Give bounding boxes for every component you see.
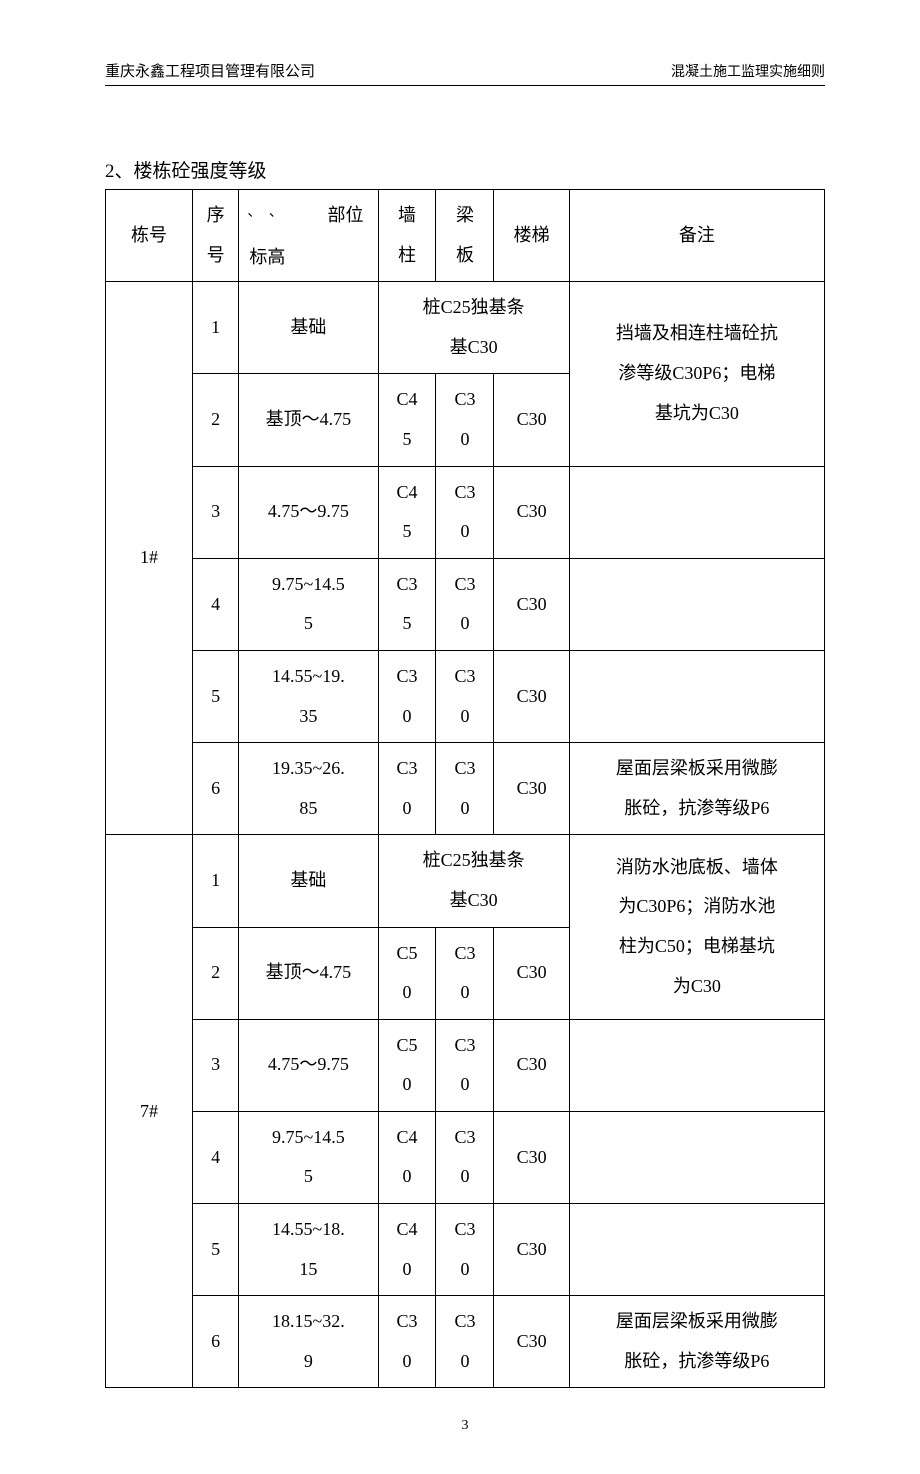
cell-part: 9.75~14.55 (239, 558, 378, 650)
cell-stair: C30 (494, 1019, 569, 1111)
cell-seq: 3 (192, 466, 238, 558)
cell-stair: C30 (494, 374, 569, 466)
cell-stair: C30 (494, 1111, 569, 1203)
table-row: 3 4.75～9.75 C45 C30 C30 (106, 466, 825, 558)
cell-part: 基顶～4.75 (239, 374, 378, 466)
cell-stair: C30 (494, 1204, 569, 1296)
cell-part: 基顶～4.75 (239, 927, 378, 1019)
col-part-elevation: 、 、 部位 标高 (239, 190, 378, 282)
cell-beam: C30 (436, 1019, 494, 1111)
col-seq: 序号 (192, 190, 238, 282)
cell-stair: C30 (494, 650, 569, 742)
cell-remark (569, 1111, 824, 1203)
cell-stair: C30 (494, 558, 569, 650)
cell-part: 4.75～9.75 (239, 1019, 378, 1111)
cell-seq: 1 (192, 835, 238, 927)
page-number: 3 (105, 1418, 825, 1434)
table-row: 4 9.75~14.55 C35 C30 C30 (106, 558, 825, 650)
table-header-row: 栋号 序号 、 、 部位 标高 墙柱 梁板 楼梯 备注 (106, 190, 825, 282)
section-title: 2、楼栋砼强度等级 (105, 156, 825, 183)
cell-part: 基础 (239, 282, 378, 374)
cell-seq: 2 (192, 927, 238, 1019)
cell-seq: 2 (192, 374, 238, 466)
cell-wall: C30 (378, 743, 436, 835)
document-page: 重庆永鑫工程项目管理有限公司 混凝土施工监理实施细则 2、楼栋砼强度等级 栋号 … (0, 0, 920, 1474)
cell-seq: 5 (192, 650, 238, 742)
cell-wall: C50 (378, 927, 436, 1019)
cell-beam: C30 (436, 1111, 494, 1203)
cell-part: 基础 (239, 835, 378, 927)
table-row: 3 4.75～9.75 C50 C30 C30 (106, 1019, 825, 1111)
table-row: 7# 1 基础 桩C25独基条基C30 消防水池底板、墙体 为C30P6；消防水… (106, 835, 825, 927)
cell-building: 1# (106, 282, 193, 835)
cell-seq: 5 (192, 1204, 238, 1296)
cell-stair: C30 (494, 927, 569, 1019)
cell-remark (569, 1204, 824, 1296)
col-wall: 墙柱 (378, 190, 436, 282)
cell-part: 9.75~14.55 (239, 1111, 378, 1203)
cell-wall: C45 (378, 374, 436, 466)
cell-foundation-merged: 桩C25独基条基C30 (378, 282, 569, 374)
cell-seq: 6 (192, 743, 238, 835)
cell-remark: 屋面层梁板采用微膨胀砼，抗渗等级P6 (569, 743, 824, 835)
cell-stair: C30 (494, 1296, 569, 1388)
cell-building: 7# (106, 835, 193, 1388)
cell-seq: 6 (192, 1296, 238, 1388)
table-row: 6 18.15~32.9 C30 C30 C30 屋面层梁板采用微膨胀砼，抗渗等… (106, 1296, 825, 1388)
cell-seq: 4 (192, 558, 238, 650)
col-building: 栋号 (106, 190, 193, 282)
header-company: 重庆永鑫工程项目管理有限公司 (105, 60, 315, 81)
cell-remark (569, 558, 824, 650)
table-row: 5 14.55~19.35 C30 C30 C30 (106, 650, 825, 742)
cell-wall: C35 (378, 558, 436, 650)
cell-part: 14.55~18.15 (239, 1204, 378, 1296)
cell-part: 18.15~32.9 (239, 1296, 378, 1388)
cell-remark: 屋面层梁板采用微膨胀砼，抗渗等级P6 (569, 1296, 824, 1388)
cell-beam: C30 (436, 650, 494, 742)
cell-remark (569, 1019, 824, 1111)
cell-seq: 1 (192, 282, 238, 374)
cell-remark: 挡墙及相连柱墙砼抗 渗等级C30P6；电梯 基坑为C30 (569, 282, 824, 466)
cell-remark: 消防水池底板、墙体 为C30P6；消防水池 柱为C50；电梯基坑 为C30 (569, 835, 824, 1019)
cell-wall: C30 (378, 1296, 436, 1388)
cell-remark (569, 466, 824, 558)
cell-part: 14.55~19.35 (239, 650, 378, 742)
cell-beam: C30 (436, 743, 494, 835)
cell-beam: C30 (436, 927, 494, 1019)
table-row: 1# 1 基础 桩C25独基条基C30 挡墙及相连柱墙砼抗 渗等级C30P6；电… (106, 282, 825, 374)
cell-wall: C30 (378, 650, 436, 742)
header-doc-title: 混凝土施工监理实施细则 (671, 61, 825, 81)
cell-seq: 4 (192, 1111, 238, 1203)
table-row: 5 14.55~18.15 C40 C30 C30 (106, 1204, 825, 1296)
page-header: 重庆永鑫工程项目管理有限公司 混凝土施工监理实施细则 (105, 60, 825, 86)
col-remark: 备注 (569, 190, 824, 282)
cell-stair: C30 (494, 466, 569, 558)
table-row: 6 19.35~26.85 C30 C30 C30 屋面层梁板采用微膨胀砼，抗渗… (106, 743, 825, 835)
cell-wall: C45 (378, 466, 436, 558)
col-beam: 梁板 (436, 190, 494, 282)
cell-beam: C30 (436, 558, 494, 650)
cell-part: 19.35~26.85 (239, 743, 378, 835)
col-stair: 楼梯 (494, 190, 569, 282)
cell-beam: C30 (436, 1296, 494, 1388)
cell-wall: C50 (378, 1019, 436, 1111)
cell-remark (569, 650, 824, 742)
cell-wall: C40 (378, 1204, 436, 1296)
cell-beam: C30 (436, 374, 494, 466)
strength-table: 栋号 序号 、 、 部位 标高 墙柱 梁板 楼梯 备注 1# 1 基础 (105, 189, 825, 1388)
cell-foundation-merged: 桩C25独基条基C30 (378, 835, 569, 927)
cell-beam: C30 (436, 466, 494, 558)
cell-wall: C40 (378, 1111, 436, 1203)
cell-beam: C30 (436, 1204, 494, 1296)
cell-part: 4.75～9.75 (239, 466, 378, 558)
cell-stair: C30 (494, 743, 569, 835)
cell-seq: 3 (192, 1019, 238, 1111)
table-row: 4 9.75~14.55 C40 C30 C30 (106, 1111, 825, 1203)
